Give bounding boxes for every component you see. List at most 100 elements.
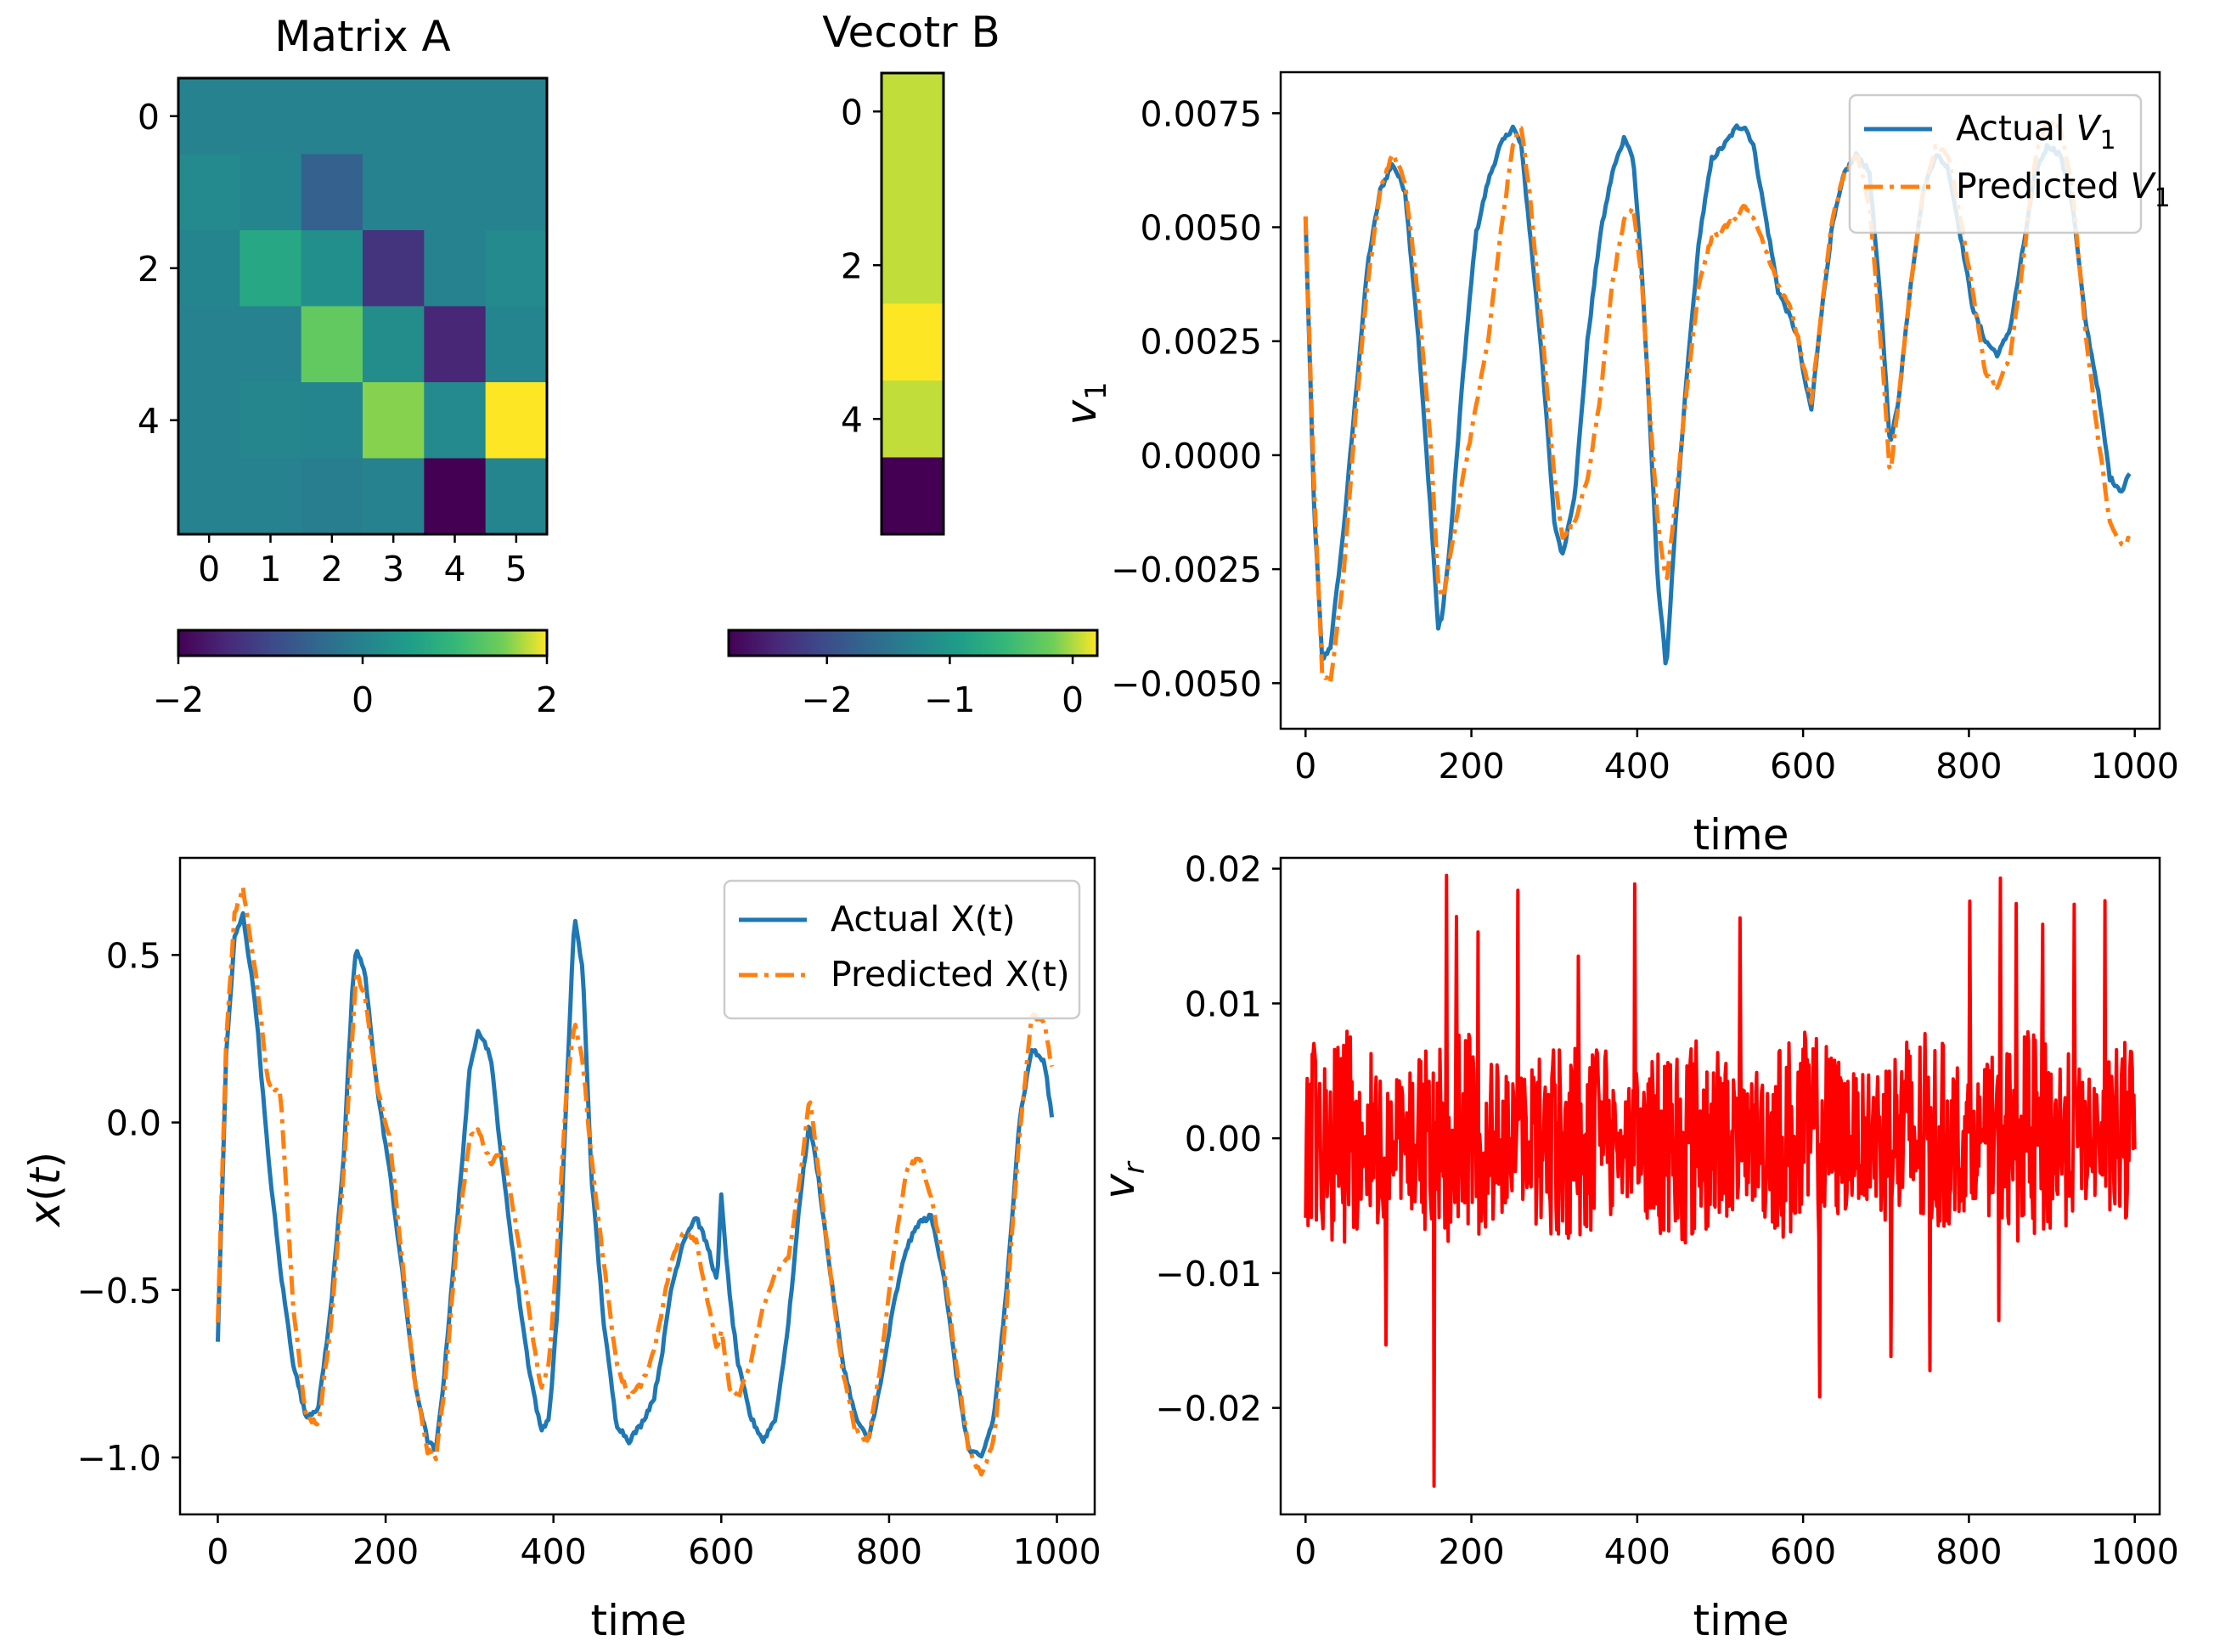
v1-xtick-label: 1000 [2091,746,2179,787]
matrix-a-cell-5-1 [239,458,302,535]
vr-ytick-label: 0.02 [1185,849,1262,890]
x-xtick-label: 0 [206,1531,228,1572]
matrix-a-cell-2-3 [363,230,425,307]
vector-b-colorbar: −2 −1 0 [727,629,1099,720]
matrix-a-cell-0-3 [363,78,425,155]
x-ylabel: x(t) [20,1152,70,1228]
v1-ytick-label: −0.0050 [1111,663,1262,704]
matrix-a-cell-2-2 [301,230,363,307]
x-series-predicted [216,885,1055,1477]
v1-legend: Actual V1 Predicted V1 [1848,93,2171,234]
x-xtick-label: 400 [521,1531,587,1572]
vr-series-residual [1304,873,2137,1488]
vr-xlabel: time [1693,1596,1789,1645]
x-legend: Actual X(t) Predicted X(t) [723,879,1081,1020]
matrix-a-colorbar-tick-label: 2 [536,679,558,720]
x-xtick-label: 600 [688,1531,754,1572]
vr-ytick-label: 0.01 [1185,984,1262,1024]
v1-xtick-label: 800 [1935,746,2002,787]
matrix-a-ytick-label: 4 [138,401,160,442]
vector-b-cell-2 [882,227,944,305]
vector-b-ytick-label: 0 [841,92,863,132]
v1-xtick-label: 200 [1438,746,1504,787]
matrix-a-cell-4-0 [178,382,240,460]
v1-plot-panel: 0 200 400 600 800 1000 −0.0050 −0.0025 0.0000 0.0… [1056,70,2179,860]
vector-b-panel: Vecotr B 0 2 4 −2 −1 0 [727,8,1099,720]
matrix-a-cell-1-3 [363,154,425,231]
vector-b-ytick-label: 4 [841,399,863,440]
matrix-a-cell-1-1 [239,154,302,231]
vector-b-colorbar-gradient [727,629,1099,657]
matrix-a-cell-5-3 [363,458,425,535]
matrix-a-xtick-label: 5 [505,549,527,589]
vr-plot-ticks: 0 200 400 600 800 1000 −0.02 −0.01 0.00 0.01 0.02 [1155,849,2179,1572]
v1-plot-series [1303,116,2132,686]
matrix-a-cell-3-2 [301,306,363,383]
matrix-a-cell-0-1 [239,78,302,155]
vr-plot-frame [1279,856,2161,1516]
matrix-a-xtick-label: 3 [382,549,404,589]
vr-ytick-label: 0.00 [1185,1119,1262,1159]
v1-ylabel: v1 [1056,381,1113,425]
vector-b-heatmap [882,73,944,535]
vr-plot-series [1304,873,2137,1488]
x-plot-ticks: 0 200 400 600 800 1000 −1.0 −0.5 0.0 0.5 [76,935,1101,1572]
matrix-a-title: Matrix A [274,12,451,61]
x-xtick-label: 800 [856,1531,922,1572]
x-xtick-label: 1000 [1012,1531,1101,1572]
x-plot-panel: 0 200 400 600 800 1000 −1.0 −0.5 0.0 0.5 time x(t… [20,856,1101,1645]
v1-plot-ticks: 0 200 400 600 800 1000 −0.0050 −0.0025 0.0000 0.0… [1111,93,2179,787]
vector-b-ticks: 0 2 4 [841,92,882,440]
matrix-a-xtick-label: 1 [259,549,281,589]
matrix-a-cell-1-4 [424,154,487,231]
matrix-a-cell-5-5 [485,458,548,535]
matrix-a-cell-5-2 [301,458,363,535]
matrix-a-cell-2-1 [239,230,302,307]
v1-ytick-label: 0.0075 [1141,93,1262,134]
vector-b-cell-3 [882,303,944,381]
x-legend-predicted-label: Predicted X(t) [831,954,1070,995]
x-xtick-label: 200 [352,1531,419,1572]
x-ytick-label: 0.0 [106,1103,161,1144]
vector-b-colorbar-tick-label: −1 [924,679,975,720]
matrix-a-colorbar-tick-label: −2 [153,679,204,720]
matrix-a-cell-5-4 [424,458,487,535]
matrix-a-cell-3-5 [485,306,548,383]
v1-xlabel: time [1693,810,1789,860]
matrix-a-cell-2-0 [178,230,240,307]
matrix-a-xtick-label: 2 [321,549,343,589]
v1-xtick-label: 400 [1604,746,1670,787]
matrix-a-cell-4-3 [363,382,425,460]
v1-legend-predicted-label: Predicted V1 [1956,166,2171,213]
x-legend-box [723,879,1081,1020]
vector-b-cell-0 [882,73,944,151]
x-legend-actual-label: Actual X(t) [831,899,1016,939]
vector-b-cell-5 [882,457,944,535]
vector-b-cell-1 [882,149,944,228]
v1-series-predicted [1303,116,2132,686]
matrix-a-cell-3-0 [178,306,240,383]
matrix-a-xtick-label: 0 [198,549,220,589]
matrix-a-ytick-label: 0 [138,97,160,138]
vector-b-colorbar-tick-label: 0 [1062,679,1084,720]
matrix-a-cell-0-2 [301,78,363,155]
matrix-a-colorbar-ticks: −2 0 2 [153,656,558,720]
v1-series-actual [1303,123,2132,666]
vector-b-colorbar-tick-label: −2 [802,679,853,720]
matrix-a-frame [177,76,549,536]
matrix-a-colorbar: −2 0 2 [153,629,558,720]
vr-xtick-label: 400 [1604,1531,1670,1572]
vector-b-title: Vecotr B [822,8,1000,57]
x-ytick-label: 0.5 [106,935,161,976]
matrix-a-ytick-label: 2 [138,249,160,290]
x-plot-series [216,885,1055,1477]
x-xlabel: time [591,1596,687,1645]
vector-b-cell-4 [882,381,944,459]
matrix-a-cell-5-0 [178,458,240,535]
matrix-a-xtick-label: 4 [443,549,465,589]
vector-b-colorbar-ticks: −2 −1 0 [802,656,1084,720]
vr-ytick-label: −0.01 [1155,1254,1262,1294]
vr-ytick-label: −0.02 [1155,1389,1262,1429]
